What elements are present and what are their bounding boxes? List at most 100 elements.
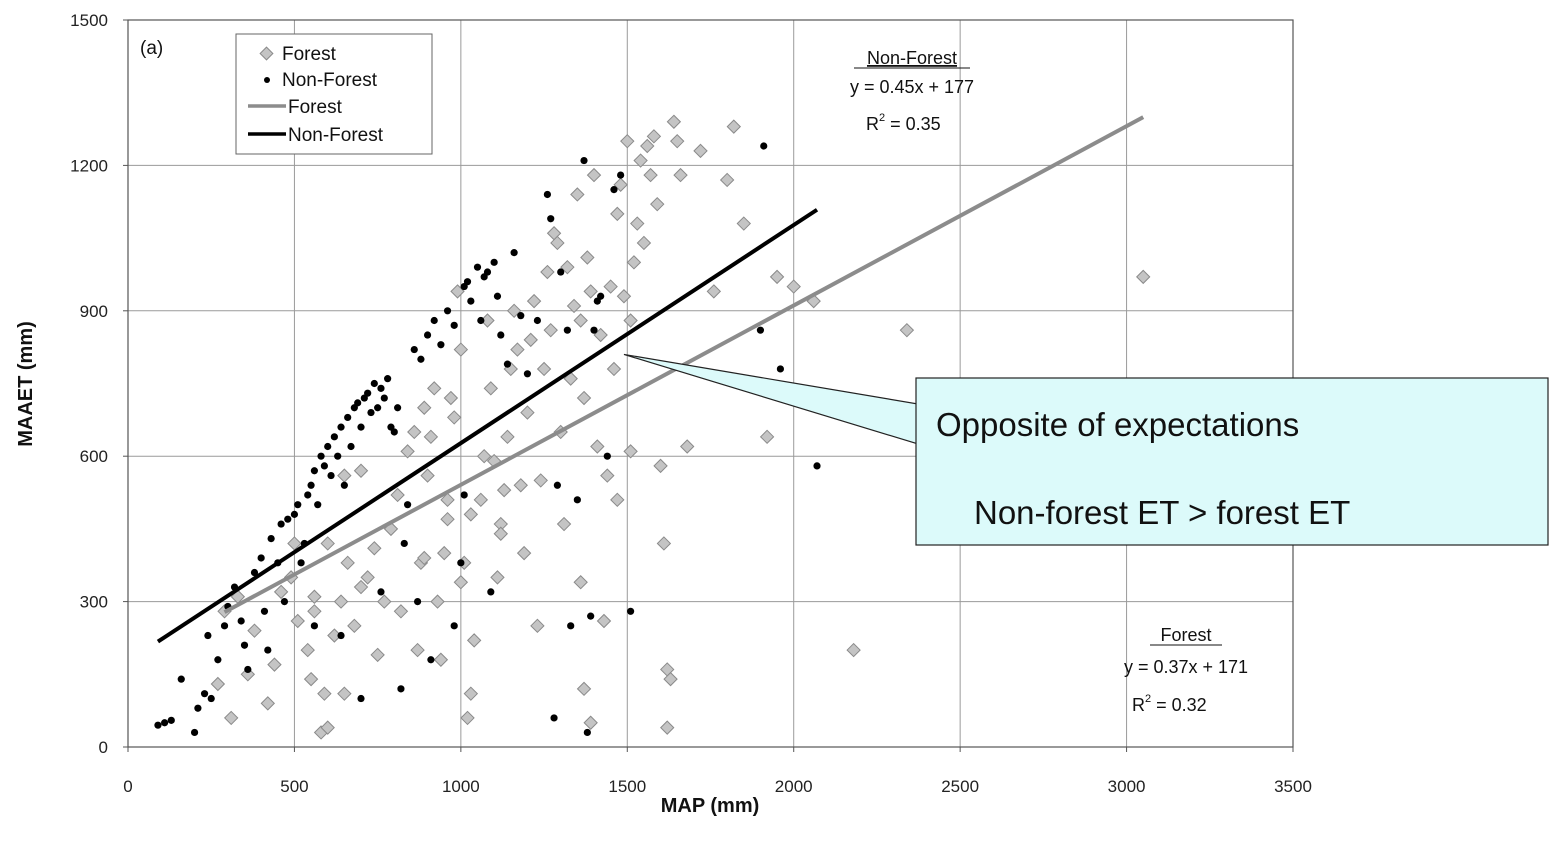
forest-point — [460, 710, 475, 726]
forest-point — [560, 259, 575, 275]
forest-point — [393, 604, 409, 619]
nonforest-point — [194, 704, 202, 712]
nonforest-point — [390, 428, 398, 436]
forest-point — [600, 468, 615, 483]
forest-point — [596, 613, 612, 629]
forest-point — [437, 545, 452, 561]
forest-point — [463, 686, 479, 701]
forest-point — [633, 153, 648, 168]
forest-point — [466, 633, 482, 648]
nonforest-point — [760, 142, 768, 150]
nonforest-point — [317, 452, 325, 460]
nonforest-point — [364, 389, 372, 397]
nonforest-point — [244, 665, 252, 674]
callout: Opposite of expectations Non-forest ET >… — [623, 353, 1549, 546]
nonforest-point — [617, 171, 625, 179]
nonforest-point — [310, 467, 318, 475]
nonforest-point — [517, 312, 525, 320]
nonforest-point — [161, 719, 169, 727]
y-tick-label: 600 — [80, 447, 108, 466]
forest-point — [706, 284, 722, 299]
forest-point — [536, 361, 552, 377]
forest-point — [440, 511, 455, 527]
forest-point — [427, 381, 442, 396]
forest-point — [340, 555, 355, 571]
forest-point — [520, 405, 535, 420]
forest-point — [590, 439, 605, 454]
nonforest-point — [450, 622, 458, 630]
nonforest-point — [627, 607, 635, 615]
nonforest-point — [557, 268, 565, 276]
forest-point — [550, 235, 565, 251]
forest-point — [333, 594, 349, 609]
forest-point — [430, 594, 445, 609]
forest-point — [636, 235, 652, 251]
y-tick-label: 900 — [80, 302, 108, 321]
callout-line-1: Opposite of expectations — [936, 406, 1299, 443]
nonforest-point — [204, 631, 212, 640]
x-axis-title: MAP (mm) — [661, 795, 760, 817]
forest-r2: R2 = 0.32 — [1132, 693, 1207, 715]
forest-point — [500, 429, 515, 445]
forest-point — [786, 279, 801, 294]
nonforest-point — [327, 471, 335, 480]
y-tick-label: 1500 — [70, 11, 108, 30]
forest-point — [347, 618, 362, 634]
nonforest-point — [280, 598, 289, 606]
forest-point — [337, 686, 352, 701]
forest-point — [473, 492, 489, 508]
nonforest-point — [583, 728, 591, 737]
callout-pointer-joint — [917, 403, 920, 445]
nonforest-point — [307, 481, 315, 489]
forest-point — [523, 332, 538, 348]
forest-point — [606, 361, 622, 377]
forest-point — [353, 463, 369, 478]
forest-point — [407, 424, 422, 440]
callout-box — [915, 377, 1549, 546]
forest-point — [240, 667, 256, 682]
legend-label-forest-points: Forest — [282, 44, 337, 65]
forest-point — [510, 342, 525, 357]
forest-point — [247, 623, 262, 638]
nonforest-point — [377, 384, 385, 392]
nonforest-point — [357, 694, 365, 703]
nonforest-annotation-title: Non-Forest — [867, 48, 957, 68]
nonforest-point — [450, 321, 458, 329]
forest-point — [556, 516, 572, 532]
y-axis-title: MAAET (mm) — [15, 321, 37, 447]
nonforest-point — [367, 408, 375, 417]
forest-point — [300, 642, 315, 658]
forest-point — [223, 710, 239, 726]
nonforest-regression-annotation: Non-Forest y = 0.45x + 177 R2 = 0.35 — [850, 48, 974, 134]
nonforest-point — [240, 641, 249, 649]
nonforest-point — [487, 588, 495, 596]
forest-point — [573, 313, 588, 328]
forest-point — [377, 594, 392, 609]
forest-point — [260, 696, 276, 711]
nonforest-point — [250, 568, 259, 577]
forest-point — [670, 133, 685, 149]
y-tick-label: 1200 — [70, 156, 108, 175]
forest-point — [423, 429, 439, 445]
x-tick-label: 0 — [123, 777, 132, 796]
forest-point — [317, 686, 332, 701]
forest-point — [679, 439, 695, 454]
x-tick-label: 2000 — [775, 777, 813, 796]
forest-point — [603, 279, 618, 294]
nonforest-point — [357, 423, 365, 431]
nonforest-point — [290, 510, 299, 518]
nonforest-point — [553, 481, 561, 489]
forest-point — [210, 676, 226, 692]
forest-point — [570, 187, 585, 202]
forest-point — [453, 342, 469, 357]
nonforest-r2: R2 = 0.35 — [866, 112, 941, 134]
nonforest-point — [397, 685, 405, 693]
x-tick-label: 3500 — [1274, 777, 1312, 796]
forest-point — [443, 390, 459, 406]
x-tick-label: 1500 — [608, 777, 646, 796]
nonforest-point — [177, 675, 185, 683]
forest-point — [643, 167, 658, 183]
nonforest-point — [277, 520, 285, 528]
forest-point — [307, 589, 322, 604]
forest-point — [646, 129, 662, 144]
